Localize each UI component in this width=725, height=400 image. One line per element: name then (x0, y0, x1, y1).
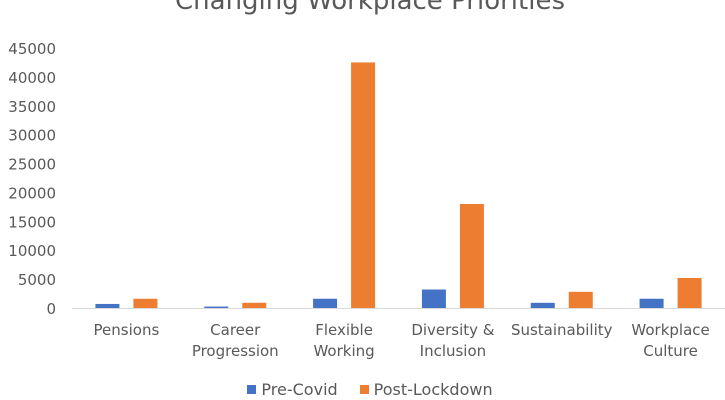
bar-post-lockdown (568, 291, 593, 308)
legend-item-pre-covid: Pre-Covid (247, 380, 338, 399)
legend-swatch-post-lockdown (359, 385, 369, 394)
legend-swatch-pre-covid (247, 385, 257, 394)
legend-item-post-lockdown: Post-Lockdown (359, 380, 493, 399)
bar-post-lockdown (133, 298, 158, 308)
legend: Pre-Covid Post-Lockdown (0, 380, 725, 399)
y-tick-label: 35000 (8, 98, 56, 116)
x-tick-label: Progression (192, 342, 279, 360)
bar-pre-covid (639, 298, 664, 308)
x-tick-label: Culture (643, 342, 698, 360)
bar-pre-covid (530, 302, 555, 308)
x-tick-label: Pensions (94, 321, 160, 339)
y-tick-label: 30000 (8, 127, 56, 145)
x-tick-label: Sustainability (511, 321, 613, 339)
bar-pre-covid (95, 303, 120, 308)
legend-label-post-lockdown: Post-Lockdown (373, 380, 493, 399)
bar-post-lockdown (351, 62, 376, 308)
y-tick-label: 25000 (8, 156, 56, 174)
y-tick-label: 10000 (8, 242, 56, 260)
bar-post-lockdown (459, 204, 484, 308)
bar-pre-covid (204, 306, 229, 308)
bar-pre-covid (421, 289, 446, 308)
x-tick-label: Career (210, 321, 261, 339)
x-tick-label: Working (313, 342, 374, 360)
legend-label-pre-covid: Pre-Covid (261, 380, 338, 399)
y-tick-label: 20000 (8, 184, 56, 202)
y-tick-label: 40000 (8, 69, 56, 87)
y-tick-label: 5000 (18, 271, 56, 289)
chart-title: Changing Workplace Priorities (175, 0, 565, 16)
x-tick-label: Diversity & (411, 321, 494, 339)
bar-post-lockdown (677, 277, 702, 308)
x-tick-label: Inclusion (420, 342, 487, 360)
y-tick-label: 15000 (8, 213, 56, 231)
bar-pre-covid (313, 298, 338, 308)
y-tick-label: 45000 (8, 40, 56, 58)
bar-post-lockdown (242, 302, 267, 308)
y-tick-label: 0 (46, 300, 56, 318)
x-tick-label: Workplace (631, 321, 709, 339)
x-tick-label: Flexible (315, 321, 373, 339)
